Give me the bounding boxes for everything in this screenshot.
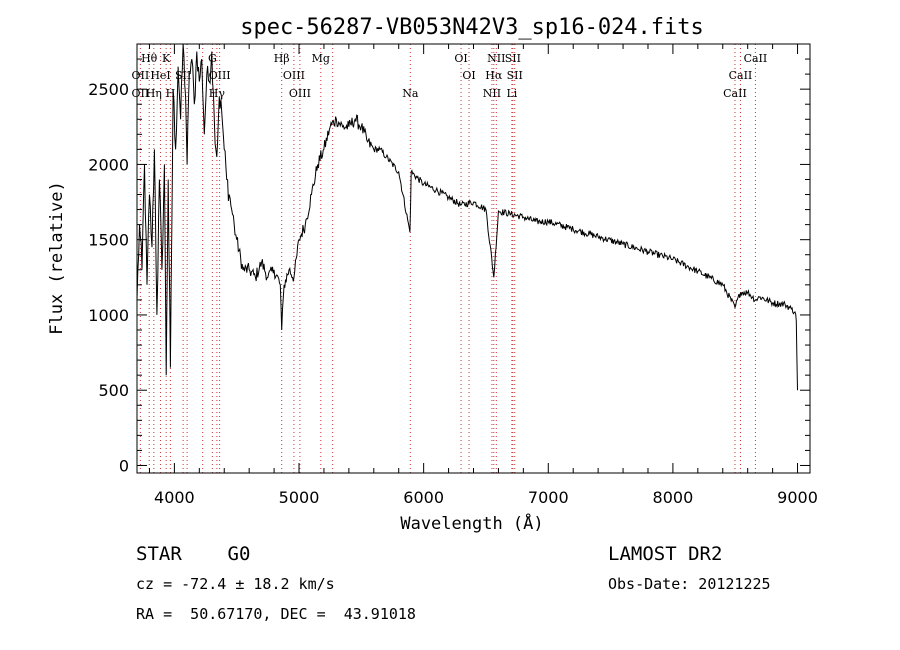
spectral-line-markers	[139, 44, 756, 473]
plot-frame	[136, 43, 811, 474]
y-tick-label: 1500	[88, 231, 129, 250]
x-tick-label: 5000	[279, 488, 320, 507]
spectral-line-label: OIII	[283, 69, 305, 82]
spectral-line-label: Hθ	[141, 52, 158, 65]
chart-title: spec-56287-VB053N42V3_sp16-024.fits	[240, 15, 704, 40]
y-axis-label: Flux (relative)	[47, 181, 67, 335]
spectral-line-label: HeI	[150, 69, 170, 82]
x-tick-label: 7000	[528, 488, 569, 507]
spectral-line-label: Hβ	[274, 52, 290, 65]
spectral-line-label: Hγ	[209, 87, 226, 100]
spectral-line-label: Hα	[485, 69, 503, 82]
y-tick-label: 2500	[88, 80, 129, 99]
x-tick-label: 8000	[653, 488, 694, 507]
observation-date: Obs-Date: 20121225	[608, 575, 771, 593]
spectral-line-label: K	[162, 52, 171, 65]
redshift-velocity: cz = -72.4 ± 18.2 km/s	[136, 575, 335, 593]
spectrum-line	[136, 43, 798, 391]
spectral-line-label: SII	[507, 69, 523, 82]
y-tick-label: 2000	[88, 155, 129, 174]
spectral-line-label: NII	[483, 87, 501, 100]
y-axis-ticks: 0 500 1000 1500 2000 2500	[88, 58, 810, 475]
spectral-line-label: Mg	[312, 52, 330, 65]
x-tick-label: 9000	[777, 488, 818, 507]
x-tick-label: 6000	[403, 488, 444, 507]
coordinates: RA = 50.67170, DEC = 43.91018	[136, 605, 416, 623]
spectral-line-label: OI	[454, 52, 467, 65]
spectral-line-label: NII	[487, 52, 505, 65]
spectral-line-label: Hη	[146, 87, 162, 100]
spectral-line-label: H	[166, 87, 176, 100]
y-tick-label: 500	[98, 381, 129, 400]
spectral-line-label: OII	[132, 87, 150, 100]
spectral-line-label: Li	[506, 87, 517, 100]
survey-name: LAMOST DR2	[608, 543, 723, 565]
spectral-line-label: OI	[462, 69, 475, 82]
spectral-line-label: CaII	[729, 69, 753, 82]
spectral-line-label: CaII	[744, 52, 768, 65]
spectral-line-label: CaII	[723, 87, 747, 100]
x-tick-label: 4000	[154, 488, 195, 507]
y-tick-label: 0	[119, 456, 129, 475]
spectral-line-label: Na	[402, 87, 419, 100]
y-tick-label: 1000	[88, 306, 129, 325]
x-axis-ticks: 4000 5000 6000 7000 8000 9000	[148, 44, 818, 507]
spectral-line-label: OIII	[289, 87, 311, 100]
spectral-line-label: SII	[505, 52, 521, 65]
object-type: STAR G0	[136, 543, 251, 565]
spectral-line-label: OII	[132, 69, 150, 82]
spectral-line-label: OIII	[209, 69, 231, 82]
x-axis-label: Wavelength (Å)	[400, 512, 543, 534]
